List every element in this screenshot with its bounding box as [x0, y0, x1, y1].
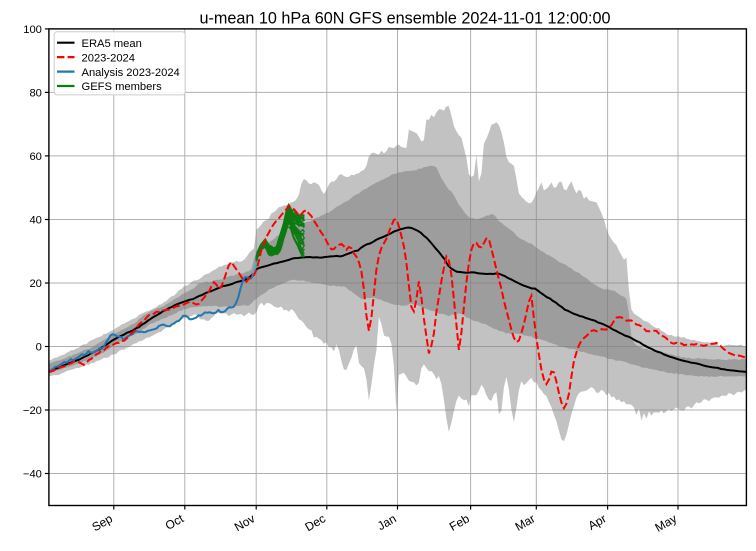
- svg-text:60: 60: [29, 151, 41, 163]
- svg-text:GEFS members: GEFS members: [82, 81, 163, 93]
- svg-text:u-mean 10 hPa 60N GFS ensemble: u-mean 10 hPa 60N GFS ensemble 2024-11-0…: [200, 10, 611, 28]
- svg-text:2023-2024: 2023-2024: [82, 52, 136, 64]
- svg-text:0: 0: [36, 341, 42, 353]
- svg-text:−40: −40: [23, 468, 42, 480]
- svg-text:ERA5 mean: ERA5 mean: [82, 38, 142, 50]
- svg-text:Analysis 2023-2024: Analysis 2023-2024: [82, 67, 180, 79]
- svg-text:−20: −20: [23, 405, 42, 417]
- svg-text:80: 80: [29, 87, 41, 99]
- svg-text:100: 100: [23, 24, 42, 36]
- svg-text:40: 40: [29, 214, 41, 226]
- svg-text:20: 20: [29, 278, 41, 290]
